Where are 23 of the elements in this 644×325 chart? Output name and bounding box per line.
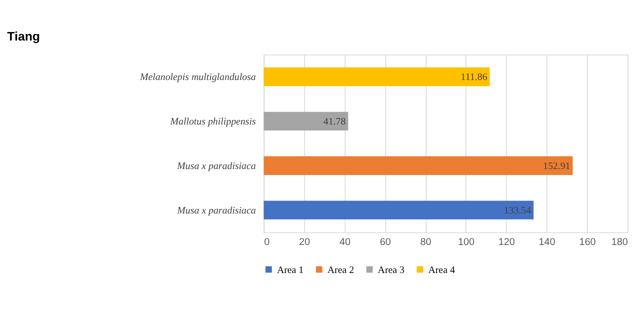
x-tick-label: 100 (458, 237, 475, 248)
x-tick-label: 40 (339, 237, 351, 248)
text: Tiang (7, 29, 40, 44)
y-tick-label: Melanolepis multiglandulosa (139, 72, 256, 84)
y-tick-label: Musa x paradisiaca (176, 160, 256, 172)
data-label: 111.86 (460, 72, 488, 84)
legend-label: Area 1 (276, 264, 304, 276)
legend-label: Area 3 (378, 264, 405, 276)
x-tick-label: 160 (579, 237, 596, 248)
x-tick-label: 180 (611, 237, 628, 248)
legend-label: Area 4 (428, 264, 455, 276)
x-tick-label: 120 (498, 237, 516, 248)
y-tick-label: Mallotus philippensis (169, 116, 256, 128)
x-tick-label: 140 (538, 237, 556, 248)
data-label: 41.78 (323, 116, 346, 128)
legend-label: Area 2 (327, 264, 354, 276)
data-label: 133.54 (504, 205, 532, 216)
x-tick-label: 0 (264, 237, 270, 248)
data-label: 152.91 (542, 160, 570, 172)
y-tick-label: Musa x paradisiaca (176, 205, 256, 216)
x-tick-label: 80 (420, 237, 432, 248)
x-tick-label: 20 (299, 237, 311, 248)
x-tick-label: 60 (380, 237, 392, 248)
